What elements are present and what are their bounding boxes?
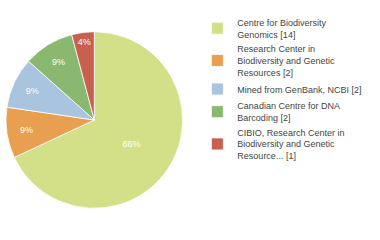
svg-text:66%: 66% — [123, 139, 141, 149]
svg-text:Canadian Centre for DNABarcodi: Canadian Centre for DNABarcoding [2] — [237, 101, 340, 123]
svg-text:CIBIO, Research Center inBiodi: CIBIO, Research Center inBiodiversity an… — [237, 128, 344, 161]
svg-text:9%: 9% — [26, 86, 39, 96]
svg-text:4%: 4% — [78, 37, 91, 47]
svg-text:Mined from GenBank, NCBI [2]: Mined from GenBank, NCBI [2] — [237, 85, 361, 95]
svg-text:Research Center inBiodiversity: Research Center inBiodiversity and Genet… — [237, 44, 335, 77]
svg-text:Centre for BiodiversityGenomic: Centre for BiodiversityGenomics [14] — [237, 18, 326, 40]
svg-text:9%: 9% — [52, 57, 65, 67]
svg-text:9%: 9% — [20, 125, 33, 135]
